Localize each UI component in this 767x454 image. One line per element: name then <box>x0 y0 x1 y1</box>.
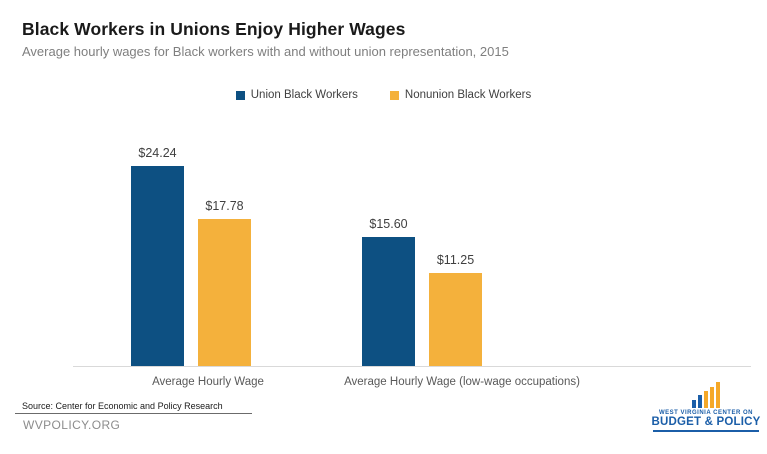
legend-swatch-nonunion-icon <box>389 90 399 100</box>
org-logo: WEST VIRGINIA CENTER ON BUDGET & POLICY <box>650 382 762 432</box>
bar-value-label: $24.24 <box>138 146 177 160</box>
bar-value-label: $17.78 <box>205 199 244 213</box>
bar-value-label: $11.25 <box>436 253 475 267</box>
plot-area: $24.24 $17.78 $15.60 $11.25 <box>73 135 751 367</box>
logo-underline <box>653 430 759 432</box>
logo-bar <box>698 395 702 408</box>
chart-title: Black Workers in Unions Enjoy Higher Wag… <box>22 19 406 39</box>
bar-rect <box>429 273 482 366</box>
bar-group-low-wage-occupations: $15.60 $11.25 <box>362 217 482 366</box>
bar-rect <box>198 219 251 366</box>
logo-bar <box>710 387 714 408</box>
bar-union-black-workers-cat0: $24.24 <box>131 146 184 366</box>
bar-value-label: $15.60 <box>369 217 408 231</box>
legend-item-union: Union Black Workers <box>235 89 358 101</box>
bar-rect <box>131 166 184 366</box>
logo-org-title: BUDGET & POLICY <box>651 416 761 428</box>
bar-nonunion-black-workers-cat0: $17.78 <box>198 199 251 366</box>
website-url: WVPOLICY.ORG <box>23 418 121 432</box>
logo-bar <box>716 382 720 408</box>
legend-item-nonunion: Nonunion Black Workers <box>389 89 532 101</box>
bar-nonunion-black-workers-cat1: $11.25 <box>429 253 482 366</box>
logo-bar-chart-icon <box>692 382 720 408</box>
logo-bar <box>692 400 696 408</box>
bar-group-average-hourly-wage: $24.24 $17.78 <box>131 146 251 366</box>
bar-union-black-workers-cat1: $15.60 <box>362 217 415 366</box>
logo-org-name: WEST VIRGINIA CENTER ON <box>659 410 753 416</box>
source-divider <box>15 413 252 414</box>
category-label-low-wage-occupations: Average Hourly Wage (low-wage occupation… <box>344 376 580 388</box>
legend: Union Black Workers Nonunion Black Worke… <box>0 89 767 101</box>
legend-label-union: Union Black Workers <box>250 89 358 101</box>
category-label-average-hourly-wage: Average Hourly Wage <box>152 376 264 388</box>
legend-swatch-union-icon <box>235 90 245 100</box>
bar-rect <box>362 237 415 366</box>
legend-label-nonunion: Nonunion Black Workers <box>404 89 532 101</box>
source-note: Source: Center for Economic and Policy R… <box>22 401 223 411</box>
logo-bar <box>704 391 708 408</box>
chart-subtitle: Average hourly wages for Black workers w… <box>22 44 509 59</box>
